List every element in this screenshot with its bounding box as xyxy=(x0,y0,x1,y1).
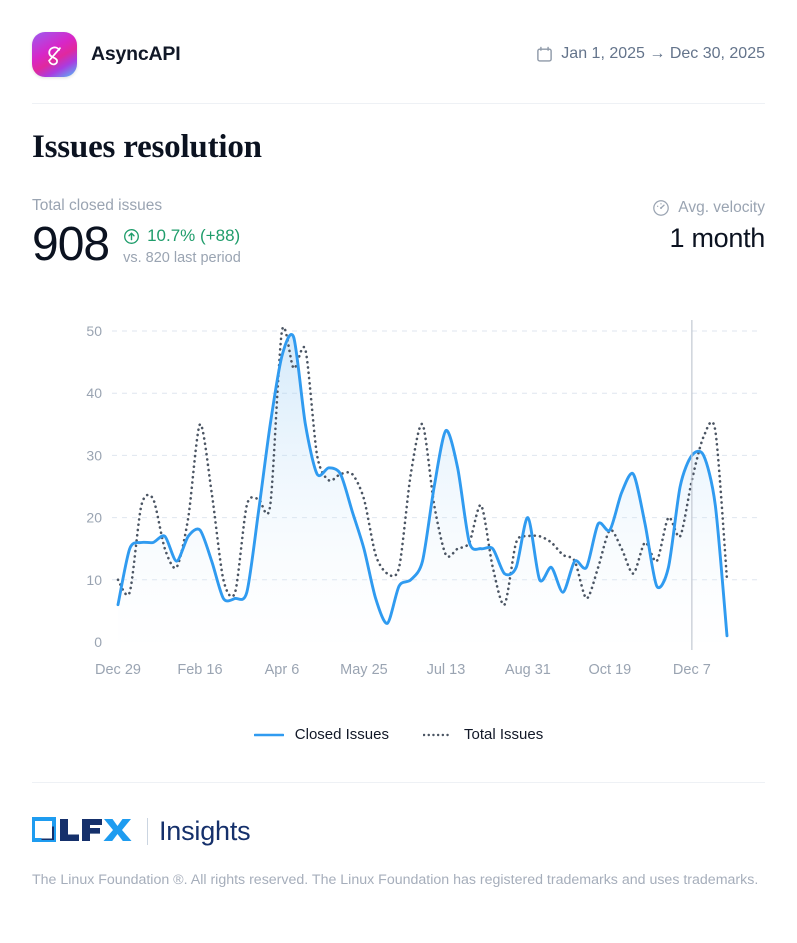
closed-issues-label: Total closed issues xyxy=(32,197,163,214)
legend-line-solid-icon xyxy=(253,733,284,736)
issues-resolution-chart[interactable]: 0 10 20 30 40 50 Dec 29 Feb 16 Apr 6 May 25 Jul 1… xyxy=(32,312,765,692)
chart-legend: Closed Issues Total Issues xyxy=(32,726,765,743)
legend-item-total-issues[interactable]: Total Issues xyxy=(423,726,543,743)
trend-indicator: 10.7% (+88) xyxy=(123,225,241,247)
page-title: Issues resolution xyxy=(32,129,262,165)
closed-issues-value: 908 xyxy=(32,218,110,271)
x-axis-tick-label: Apr 6 xyxy=(265,662,300,678)
chart-x-axis-labels: Dec 29 Feb 16 Apr 6 May 25 Jul 13 Aug 31 Oct 1… xyxy=(95,662,711,678)
header-divider xyxy=(32,103,765,104)
project-brand: AsyncAPI xyxy=(32,31,181,77)
y-axis-tick-label: 10 xyxy=(86,572,102,588)
trend-comparison: vs. 820 last period xyxy=(123,250,241,266)
project-name: AsyncAPI xyxy=(91,42,181,65)
date-range-selector[interactable]: Jan 1, 2025 → Dec 30, 2025 xyxy=(536,45,765,63)
closed-issues-area xyxy=(118,334,727,642)
closed-issues-line xyxy=(116,333,729,638)
product-name: Insights xyxy=(159,816,251,846)
legend-label-total-issues: Total Issues xyxy=(464,726,544,743)
arrow-up-circle-icon xyxy=(124,228,140,244)
chart-svg: 0 10 20 30 40 50 Dec 29 Feb 16 Apr 6 May 25 Jul 1… xyxy=(86,320,759,678)
report-header: AsyncAPI Jan 1, 2025 → Dec 30, 2025 xyxy=(32,22,765,86)
footer-divider xyxy=(32,782,765,783)
avg-velocity-label-row: Avg. velocity xyxy=(652,198,765,218)
legend-label-closed-issues: Closed Issues xyxy=(294,726,389,743)
legend-item-closed-issues[interactable]: Closed Issues xyxy=(253,726,389,743)
y-axis-tick-label: 40 xyxy=(86,385,102,401)
x-axis-tick-label: Dec 29 xyxy=(95,662,141,678)
summary-stats: Total closed issues 908 10.7% (+88) vs. … xyxy=(32,196,765,272)
date-range-text: Jan 1, 2025 → Dec 30, 2025 xyxy=(561,45,765,62)
asyncapi-logo-icon xyxy=(32,31,77,77)
trend-block: 10.7% (+88) vs. 820 last period xyxy=(123,225,241,272)
trend-text: 10.7% (+88) xyxy=(147,226,241,245)
calendar-icon xyxy=(537,46,553,62)
avg-velocity-stat: Avg. velocity 1 month xyxy=(652,196,765,256)
lfx-insights-logo: Insights xyxy=(32,816,251,846)
legend-line-dotted-icon xyxy=(423,733,453,736)
x-axis-tick-label: Jul 13 xyxy=(427,662,466,678)
y-axis-tick-label: 20 xyxy=(86,510,102,526)
x-axis-tick-label: Feb 16 xyxy=(177,662,222,678)
y-axis-tick-label: 50 xyxy=(86,323,102,339)
avg-velocity-label: Avg. velocity xyxy=(678,199,765,216)
logo-separator xyxy=(147,817,148,845)
lfx-logo-icon xyxy=(32,816,132,842)
y-axis-tick-label: 0 xyxy=(94,634,102,650)
x-axis-tick-label: May 25 xyxy=(340,662,388,678)
y-axis-tick-label: 30 xyxy=(86,447,102,463)
x-axis-tick-label: Dec 7 xyxy=(673,662,711,678)
speedometer-icon xyxy=(653,200,670,216)
x-axis-tick-label: Oct 19 xyxy=(589,662,632,678)
avg-velocity-value: 1 month xyxy=(669,223,766,253)
x-axis-tick-label: Aug 31 xyxy=(505,662,551,678)
closed-issues-stat: Total closed issues 908 10.7% (+88) vs. … xyxy=(32,196,241,272)
chart-y-axis-labels: 0 10 20 30 40 50 xyxy=(86,323,102,650)
total-issues-line xyxy=(116,325,729,606)
copyright-text: The Linux Foundation ®. All rights reser… xyxy=(32,872,759,888)
